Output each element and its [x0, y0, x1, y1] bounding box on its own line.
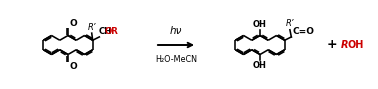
- Text: OH: OH: [347, 40, 363, 49]
- Text: O: O: [69, 62, 77, 71]
- Text: OH: OH: [253, 20, 267, 29]
- Text: CH: CH: [98, 27, 112, 36]
- Text: hν: hν: [170, 26, 182, 36]
- Text: C=O: C=O: [292, 27, 314, 36]
- Text: O: O: [69, 19, 77, 28]
- Text: OH: OH: [253, 61, 267, 70]
- Text: OR: OR: [105, 27, 119, 36]
- Text: H₂O-MeCN: H₂O-MeCN: [155, 55, 197, 64]
- Text: R: R: [341, 40, 349, 49]
- Text: +: +: [327, 39, 337, 52]
- Text: R’: R’: [87, 23, 96, 32]
- Text: R’: R’: [286, 19, 294, 28]
